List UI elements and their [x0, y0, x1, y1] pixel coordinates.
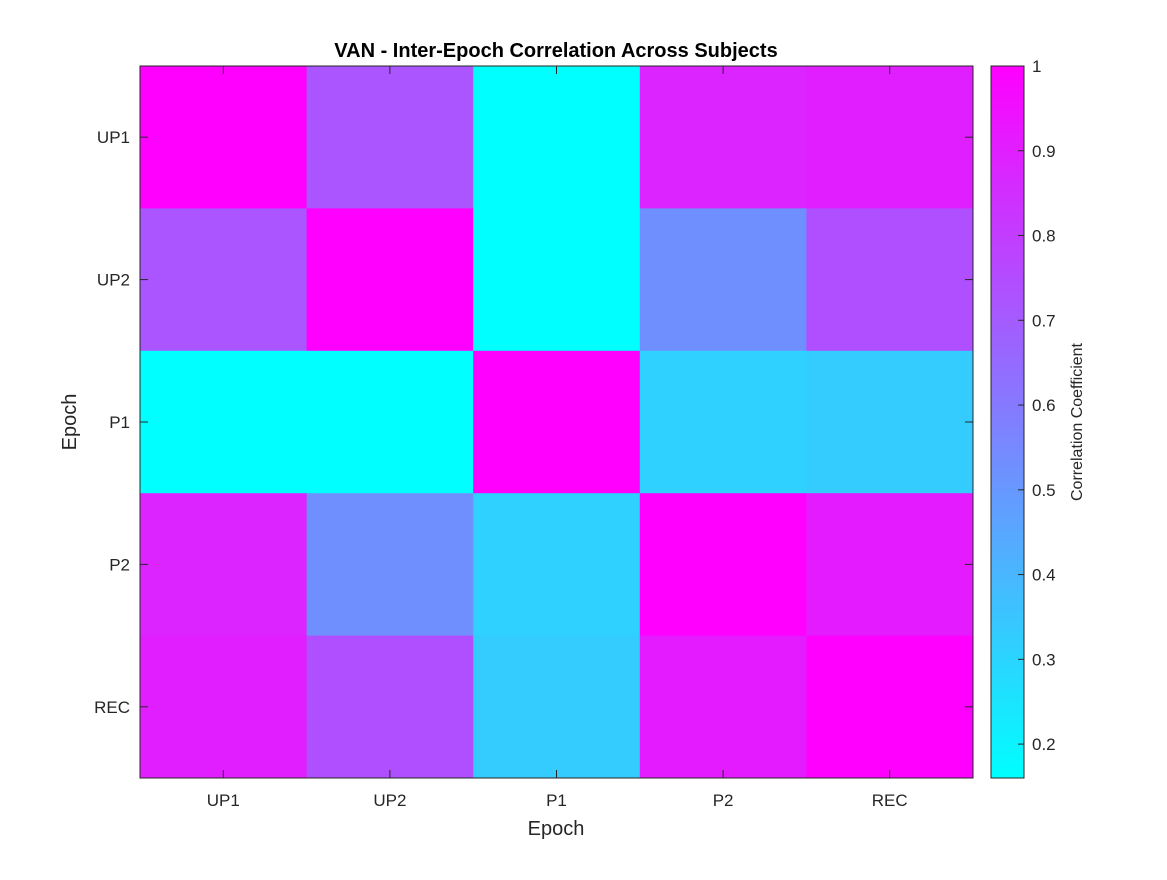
colorbar-tick-label: 0.8	[1032, 227, 1056, 246]
x-axis-label: Epoch	[528, 818, 585, 840]
x-tick-label: P1	[546, 791, 567, 810]
x-tick-label: P2	[713, 791, 734, 810]
colorbar-ticks: 0.2 0.3 0.4 0.5 0.6 0.7 0.8 0.9 1	[1018, 57, 1056, 754]
chart-title: VAN - Inter-Epoch Correlation Across Sub…	[334, 40, 777, 62]
heatmap-cell-up2-rec	[806, 208, 974, 352]
heatmap-cell-rec-p2	[639, 635, 807, 779]
heatmap-cell-up2-p2	[639, 208, 807, 352]
y-tick-label: UP1	[97, 128, 130, 147]
heatmap-cell-p1-up2	[306, 350, 474, 494]
y-tick-label: REC	[94, 698, 130, 717]
heatmap-cell-rec-p1	[473, 635, 641, 779]
colorbar-tick-label: 0.4	[1032, 566, 1056, 585]
colorbar-tick-label: 0.5	[1032, 481, 1056, 500]
heatmap-cell-p2-up2	[306, 493, 474, 637]
colorbar-tick-label: 0.2	[1032, 735, 1056, 754]
heatmap-cell-up1-p2	[639, 66, 807, 209]
x-tick-label: UP1	[207, 791, 240, 810]
y-tick-label: P1	[109, 413, 130, 432]
heatmap-cell-up1-p1	[473, 66, 641, 209]
colorbar-tick-label: 0.3	[1032, 650, 1056, 669]
heatmap-cells	[140, 66, 974, 779]
heatmap-cell-p2-p1	[473, 493, 641, 637]
heatmap-cell-p2-p2	[639, 493, 807, 637]
heatmap-cell-up2-up1	[140, 208, 308, 352]
y-axis-ticks: UP1 UP2 P1 P2 REC	[94, 128, 973, 717]
colorbar	[990, 65, 1025, 779]
heatmap-cell-p1-p2	[639, 350, 807, 494]
heatmap-cell-p2-rec	[806, 493, 974, 637]
heatmap-cell-up1-up2	[306, 66, 474, 209]
heatmap-cell-rec-up1	[140, 635, 308, 779]
x-axis-ticks: UP1 UP2 P1 P2 REC	[207, 66, 908, 810]
heatmap-cell-up1-rec	[806, 66, 974, 209]
y-tick-label: UP2	[97, 271, 130, 290]
x-tick-label: UP2	[373, 791, 406, 810]
colorbar-tick-label: 0.6	[1032, 396, 1056, 415]
heatmap-cell-up2-p1	[473, 208, 641, 352]
heatmap-cell-rec-up2	[306, 635, 474, 779]
heatmap-cell-up1-up1	[140, 66, 308, 209]
colorbar-tick-label: 0.7	[1032, 311, 1056, 330]
heatmap-cell-up2-up2	[306, 208, 474, 352]
y-axis-label: Epoch	[59, 394, 81, 451]
heatmap-cell-p1-up1	[140, 350, 308, 494]
heatmap-cell-p1-rec	[806, 350, 974, 494]
colorbar-tick-label: 0.9	[1032, 142, 1056, 161]
x-tick-label: REC	[872, 791, 908, 810]
colorbar-tick-label: 1	[1032, 57, 1041, 76]
heatmap-cell-p2-up1	[140, 493, 308, 637]
heatmap-cell-rec-rec	[806, 635, 974, 779]
colorbar-label: Correlation Coefficient	[1069, 342, 1086, 501]
heatmap-cell-p1-p1	[473, 350, 641, 494]
y-tick-label: P2	[109, 555, 130, 574]
